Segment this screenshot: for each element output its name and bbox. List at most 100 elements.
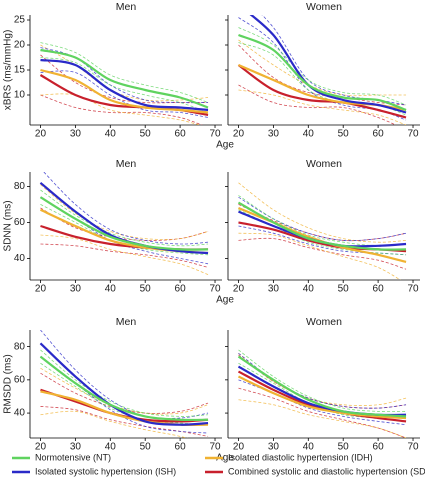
x-tick-label: 30 bbox=[70, 284, 82, 295]
ci-upper bbox=[40, 189, 209, 247]
ci-upper bbox=[43, 172, 209, 245]
series-line bbox=[238, 63, 407, 112]
y-axis-label: SDNN (ms) bbox=[3, 200, 14, 251]
panel-title: Women bbox=[306, 1, 342, 13]
x-tick-label: 50 bbox=[338, 284, 350, 295]
x-tick-label: 30 bbox=[70, 129, 82, 140]
x-tick-label: 70 bbox=[407, 442, 419, 453]
plot-lines bbox=[39, 330, 209, 438]
y-tick-label: 25 bbox=[14, 15, 26, 26]
ci-upper bbox=[261, 15, 407, 106]
panel-title: Men bbox=[116, 1, 137, 13]
x-tick-label: 60 bbox=[373, 129, 385, 140]
x-tick-label: 70 bbox=[209, 284, 221, 295]
series-line bbox=[39, 74, 209, 117]
ci-upper bbox=[40, 367, 209, 415]
x-tick-label: 20 bbox=[233, 284, 245, 295]
plot-lines bbox=[237, 349, 407, 438]
panel-title: Women bbox=[306, 316, 342, 328]
panel-title: Men bbox=[116, 316, 137, 328]
x-tick-label: 20 bbox=[35, 129, 47, 140]
panel-title: Men bbox=[116, 158, 137, 170]
ci-lower bbox=[40, 356, 209, 434]
ci-upper bbox=[238, 182, 407, 243]
x-axis-label: Age bbox=[216, 295, 234, 306]
x-tick-label: 20 bbox=[35, 284, 47, 295]
y-axis-label: xBRS (ms/mmHg) bbox=[3, 30, 14, 111]
series-line bbox=[238, 33, 407, 112]
y-tick-label: 10 bbox=[14, 90, 26, 101]
y-tick-label: 60 bbox=[14, 374, 26, 385]
ci-upper bbox=[238, 39, 407, 97]
y-tick-label: 40 bbox=[14, 253, 26, 264]
ci-upper bbox=[40, 349, 209, 417]
x-tick-label: 20 bbox=[233, 442, 245, 453]
x-axis-label: Age bbox=[216, 140, 234, 151]
ci-upper bbox=[40, 330, 209, 419]
x-tick-label: 50 bbox=[140, 442, 152, 453]
ci-lower bbox=[40, 57, 209, 113]
series-line bbox=[237, 64, 407, 119]
series-line bbox=[39, 342, 209, 426]
x-tick-label: 60 bbox=[175, 129, 187, 140]
ci-upper bbox=[238, 27, 407, 106]
x-tick-label: 60 bbox=[373, 284, 385, 295]
ci-lower bbox=[238, 42, 407, 116]
ci-lower bbox=[40, 94, 203, 125]
ci-upper bbox=[238, 352, 407, 406]
ci-lower bbox=[40, 234, 209, 275]
ci-lower bbox=[40, 406, 209, 437]
plot-lines bbox=[39, 172, 209, 275]
legend-label: Isolated systolic hypertension (ISH) bbox=[35, 466, 176, 476]
legend-label: Isolated diastolic hypertension (IDH) bbox=[228, 452, 373, 462]
ci-upper bbox=[238, 349, 407, 413]
y-tick-label: 20 bbox=[14, 40, 26, 51]
y-tick-label: 15 bbox=[14, 65, 26, 76]
y-tick-label: 60 bbox=[14, 217, 26, 228]
x-tick-label: 70 bbox=[407, 129, 419, 140]
ci-upper bbox=[238, 196, 407, 242]
ci-lower bbox=[238, 387, 407, 438]
ci-lower bbox=[40, 196, 209, 265]
series-line bbox=[39, 196, 209, 251]
series-line bbox=[39, 355, 209, 422]
plot-lines bbox=[39, 42, 209, 125]
x-tick-label: 40 bbox=[303, 442, 315, 453]
x-tick-label: 40 bbox=[303, 284, 315, 295]
y-axis-label: RMSDD (ms) bbox=[3, 354, 14, 413]
ci-lower bbox=[238, 89, 407, 125]
x-tick-label: 20 bbox=[233, 129, 245, 140]
ci-upper bbox=[40, 207, 209, 241]
panel-title: Women bbox=[306, 158, 342, 170]
legend-label: Combined systolic and diastolic hyperten… bbox=[228, 466, 425, 476]
series-line bbox=[237, 201, 407, 251]
series-line bbox=[237, 355, 407, 418]
ci-lower bbox=[238, 84, 397, 125]
ci-lower bbox=[238, 232, 402, 280]
ci-lower bbox=[238, 399, 407, 438]
x-tick-label: 60 bbox=[175, 284, 187, 295]
x-tick-label: 20 bbox=[35, 442, 47, 453]
x-tick-label: 50 bbox=[140, 129, 152, 140]
x-tick-label: 60 bbox=[175, 442, 187, 453]
x-tick-label: 50 bbox=[338, 129, 350, 140]
y-tick-label: 40 bbox=[14, 408, 26, 419]
series-line bbox=[238, 375, 407, 420]
x-tick-label: 50 bbox=[140, 284, 152, 295]
x-tick-label: 30 bbox=[268, 442, 280, 453]
series-line bbox=[40, 68, 209, 114]
plot-lines bbox=[237, 182, 407, 280]
series-line bbox=[40, 58, 209, 112]
ci-lower bbox=[238, 209, 407, 256]
ci-upper bbox=[40, 42, 209, 103]
x-tick-label: 50 bbox=[338, 442, 350, 453]
x-tick-label: 70 bbox=[407, 284, 419, 295]
x-tick-label: 40 bbox=[303, 129, 315, 140]
x-tick-label: 70 bbox=[209, 442, 221, 453]
plot-lines bbox=[237, 15, 407, 125]
ci-lower bbox=[238, 237, 407, 270]
x-tick-label: 30 bbox=[70, 442, 82, 453]
y-tick-label: 80 bbox=[14, 341, 26, 352]
x-tick-label: 40 bbox=[105, 284, 117, 295]
x-tick-label: 70 bbox=[209, 129, 221, 140]
